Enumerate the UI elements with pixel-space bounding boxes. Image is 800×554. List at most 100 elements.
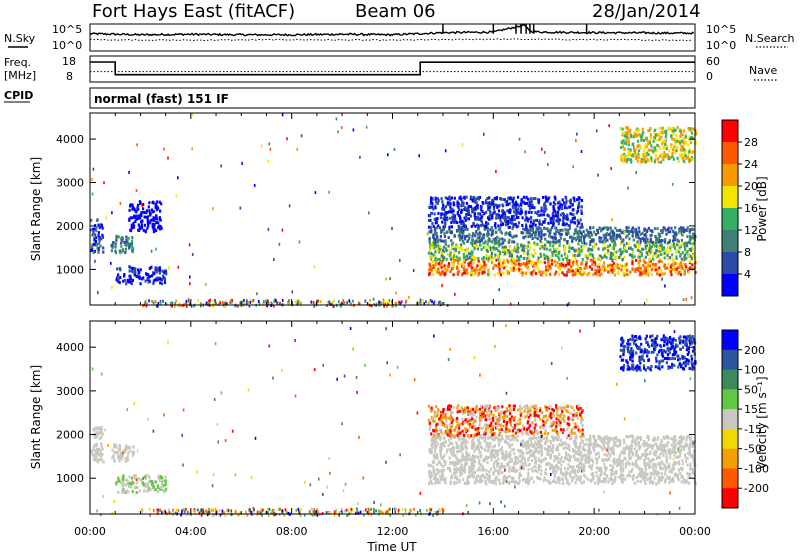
scatter-cell: [358, 302, 361, 306]
scatter-cell: [611, 478, 614, 482]
scatter-cell: [637, 155, 640, 159]
scatter-cell: [642, 131, 645, 135]
scatter-cell: [439, 445, 442, 449]
scatter-cell: [667, 436, 670, 440]
scatter-cell: [527, 450, 530, 454]
scatter-cell: [637, 255, 640, 259]
scatter-cell: [450, 256, 453, 260]
scatter-cell: [571, 239, 574, 243]
scatter-cell: [522, 244, 525, 248]
scatter-cell: [123, 478, 126, 481]
scatter-cell: [91, 178, 93, 181]
scatter-cell: [653, 227, 657, 231]
scatter-cell: [555, 481, 558, 485]
scatter-cell: [680, 238, 683, 242]
scatter-cell: [450, 239, 453, 243]
scatter-cell: [446, 268, 449, 272]
scatter-cell: [682, 445, 685, 449]
scatter-cell: [478, 271, 481, 275]
scatter-cell: [547, 221, 550, 225]
scatter-cell: [475, 229, 478, 233]
scatter-cell: [576, 237, 580, 240]
scatter-cell: [473, 441, 476, 445]
scatter-cell: [100, 442, 103, 446]
scatter-cell: [150, 218, 154, 222]
scatter-cell: [110, 249, 113, 253]
scatter-cell: [603, 254, 606, 258]
scatter-cell: [469, 214, 473, 218]
scatter-cell: [132, 474, 136, 478]
scatter-cell: [157, 474, 160, 478]
scatter-cell: [585, 438, 588, 442]
scatter-cell: [517, 204, 520, 208]
scatter-cell: [678, 462, 681, 466]
scatter-cell: [556, 213, 560, 217]
scatter-cell: [432, 465, 435, 469]
scatter-cell: [122, 483, 125, 487]
scatter-cell: [564, 228, 567, 232]
scatter-cell: [556, 215, 559, 219]
scatter-cell: [525, 217, 529, 221]
scatter-cell: [436, 249, 439, 253]
scatter-cell: [647, 129, 650, 133]
scatter-cell: [556, 229, 559, 233]
scatter-cell: [442, 302, 445, 305]
scatter-cell: [504, 455, 507, 459]
scatter-cell: [504, 200, 507, 203]
scatter-cell: [435, 200, 438, 204]
scatter-cell: [145, 216, 148, 219]
scatter-cell: [545, 199, 548, 202]
scatter-cell: [617, 272, 620, 276]
scatter-cell: [526, 227, 529, 231]
scatter-cell: [536, 470, 539, 474]
scatter-cell: [429, 230, 432, 234]
scatter-cell: [472, 444, 476, 448]
scatter-cell: [466, 217, 469, 221]
scatter-cell: [659, 257, 662, 261]
scatter-cell: [456, 204, 459, 208]
scatter-cell: [519, 465, 522, 468]
scatter-cell: [129, 280, 132, 284]
scatter-cell: [558, 200, 561, 204]
scatter-cell: [566, 213, 569, 217]
scatter-cell: [444, 272, 447, 276]
scatter-cell: [449, 202, 452, 206]
scatter-cell: [439, 475, 442, 479]
scatter-cell: [527, 249, 530, 253]
scatter-cell: [600, 229, 603, 233]
scatter-cell: [129, 216, 132, 220]
scatter-cell: [539, 227, 542, 231]
scatter-cell: [679, 131, 683, 135]
scatter-cell: [494, 222, 497, 225]
scatter-cell: [154, 228, 157, 232]
scatter-cell: [620, 141, 623, 145]
scatter-cell: [660, 229, 663, 233]
scatter-cell: [540, 232, 543, 235]
scatter-cell: [520, 440, 523, 444]
scatter-cell: [652, 139, 655, 143]
scatter-cell: [493, 273, 496, 277]
scatter-cell: [144, 279, 147, 283]
scatter-cell: [675, 267, 678, 271]
scatter-cell: [460, 230, 463, 234]
scatter-cell: [157, 476, 160, 480]
scatter-cell: [125, 243, 128, 247]
scatter-cell: [456, 270, 459, 274]
scatter-cell: [220, 164, 222, 168]
scatter-cell: [416, 302, 418, 306]
scatter-cell: [461, 273, 464, 277]
scatter-cell: [593, 258, 597, 262]
noise-right-tick-top: 10^5: [706, 23, 736, 36]
scatter-cell: [586, 449, 590, 453]
scatter-cell: [634, 227, 637, 231]
scatter-cell: [121, 248, 124, 252]
scatter-cell: [470, 251, 473, 255]
scatter-cell: [589, 449, 592, 453]
scatter-cell: [437, 243, 440, 247]
scatter-cell: [459, 449, 462, 453]
scatter-cell: [440, 477, 443, 480]
scatter-cell: [153, 479, 156, 483]
scatter-cell: [667, 126, 670, 130]
scatter-cell: [569, 198, 572, 202]
scatter-cell: [433, 469, 436, 472]
